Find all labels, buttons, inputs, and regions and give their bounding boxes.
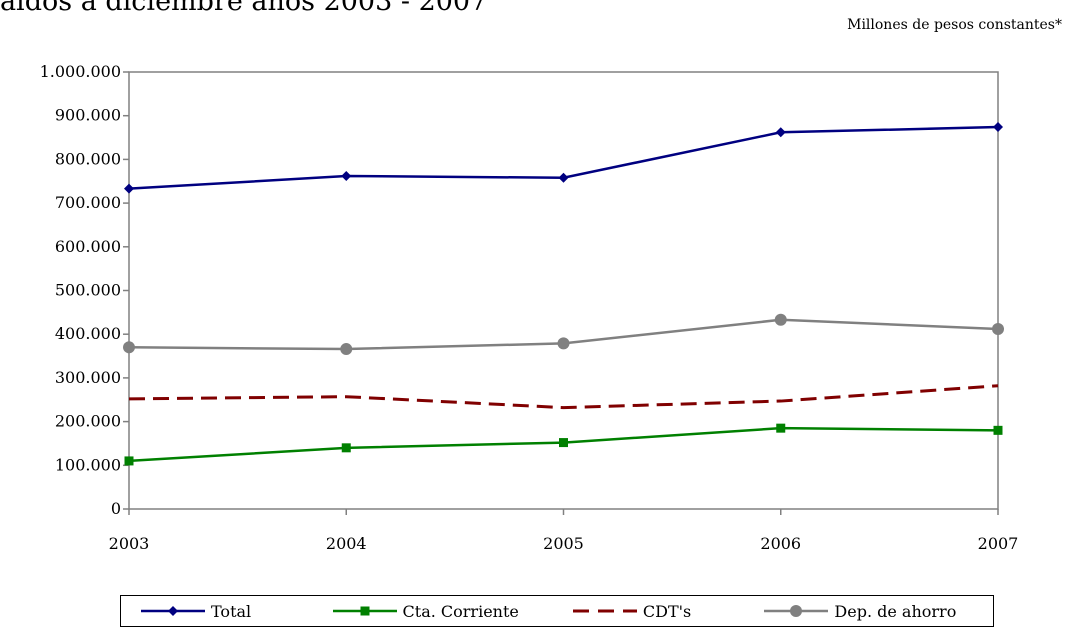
circle-marker [992,322,1004,335]
circle-marker [774,313,787,326]
circle-marker [557,337,570,350]
legend-swatch [141,606,205,616]
diamond-marker [558,172,569,183]
series-layer [123,122,1004,466]
y-tick-label: 1.000.000 [40,62,121,81]
legend-label: Dep. de ahorro [834,601,957,621]
y-tick-label: 100.000 [55,455,121,474]
square-marker [360,606,370,616]
units-label: Millones de pesos constantes* [847,17,1062,33]
y-tick-label: 500.000 [55,281,121,300]
circle-marker [123,341,135,354]
square-marker [341,443,351,453]
series-cta-corriente [124,423,1003,466]
diamond-marker [993,122,1003,133]
square-marker [124,456,134,466]
series-total [124,122,1003,194]
circle-marker [790,605,803,617]
legend-swatch [764,605,829,617]
y-tick-label: 600.000 [55,237,121,256]
line-chart: 0 100.000 200.000 300.000 400.000 500.000 600.… [40,62,1019,553]
y-tick-label: 700.000 [55,193,121,212]
x-tick-label: 2007 [978,534,1019,553]
y-tick-label: 400.000 [55,324,121,343]
plot-area [128,71,999,510]
legend-swatch [332,606,397,616]
chart-title-fragment: aldos a diciembre años 2003 - 2007 [0,0,488,17]
legend-item-cta-corriente: Cta. Corriente [331,601,571,621]
diamond-marker [341,171,352,182]
square-marker [559,438,568,448]
x-tick-label: 2006 [760,534,801,553]
legend-label: Cta. Corriente [402,601,519,621]
x-tick-label: 2005 [543,534,584,553]
y-tick-label: 200.000 [55,412,121,431]
legend-item-dep-de-ahorro: Dep. de ahorro [762,601,993,621]
y-tick-label: 800.000 [55,149,121,168]
series-cdt-s [128,384,999,410]
series-line [128,384,999,410]
legend: Total Cta. Corriente CDT's Dep. de ahorro [120,595,994,627]
legend-item-cdt-s: CDT's [571,601,763,621]
legend-swatch [572,609,637,613]
y-tick-label: 0 [111,499,121,518]
x-tick-label: 2004 [326,534,367,553]
legend-label: CDT's [642,601,692,621]
diamond-marker [124,183,134,194]
circle-marker [340,343,353,356]
square-marker [776,423,786,433]
series-dep-de-ahorro [123,313,1004,356]
square-marker [993,425,1003,435]
x-tick-label: 2003 [109,534,150,553]
legend-item-total: Total [121,601,331,621]
axes: 0 100.000 200.000 300.000 400.000 500.000 600.… [40,62,1019,553]
legend-label: Total [211,601,252,621]
y-tick-label: 300.000 [55,368,121,387]
diamond-marker [775,127,786,138]
y-tick-label: 900.000 [55,106,121,125]
diamond-marker [168,606,178,616]
